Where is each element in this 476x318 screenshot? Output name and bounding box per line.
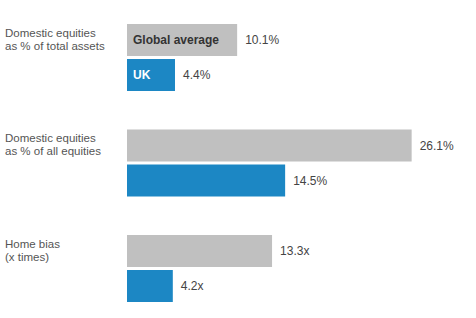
bar <box>127 270 173 302</box>
data-label: 10.1% <box>245 33 279 47</box>
chart-container: Domestic equitiesas % of total assets 10.… <box>0 0 476 318</box>
category-label: Domestic equitiesas % of total assets <box>5 27 105 52</box>
labels: Domestic equitiesas % of total assets 10.… <box>5 27 454 293</box>
bar <box>127 165 285 197</box>
legend-label: Global average <box>133 33 219 47</box>
data-label: 13.3x <box>280 244 309 258</box>
bar <box>127 130 412 162</box>
bar <box>127 24 237 56</box>
data-label: 14.5% <box>293 174 327 188</box>
category-label: Domestic equitiesas % of all equities <box>5 132 101 157</box>
data-label: 4.4% <box>183 68 211 82</box>
bar <box>127 59 175 91</box>
data-label: 4.2x <box>181 279 204 293</box>
data-label: 26.1% <box>420 139 454 153</box>
bars <box>127 24 412 302</box>
category-label: Home bias(x times) <box>5 238 60 263</box>
chart: Domestic equitiesas % of total assets 10.… <box>0 0 476 318</box>
legend-label: UK <box>133 68 151 82</box>
bar <box>127 235 272 267</box>
